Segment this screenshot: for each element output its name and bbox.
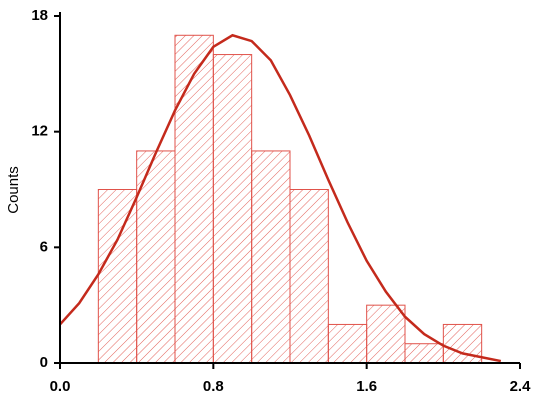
bar bbox=[251, 150, 291, 364]
bar bbox=[136, 150, 176, 364]
bar bbox=[97, 189, 138, 364]
bar bbox=[327, 323, 368, 364]
x-tick-label: 0.0 bbox=[50, 378, 71, 395]
bar bbox=[366, 304, 406, 364]
x-tick-label: 1.6 bbox=[356, 378, 377, 395]
y-tick-label: 0 bbox=[40, 354, 48, 371]
y-tick-label: 18 bbox=[31, 7, 48, 24]
x-tick-label: 2.4 bbox=[510, 378, 532, 395]
fit-curve bbox=[59, 33, 502, 363]
bar bbox=[212, 54, 253, 364]
bar bbox=[404, 343, 444, 364]
y-tick-label: 6 bbox=[40, 238, 48, 255]
bar bbox=[174, 34, 214, 364]
x-tick-label: 0.8 bbox=[203, 378, 224, 395]
y-tick-label: 12 bbox=[31, 123, 48, 140]
bar bbox=[289, 189, 329, 364]
y-axis-label: Counts bbox=[5, 166, 22, 214]
